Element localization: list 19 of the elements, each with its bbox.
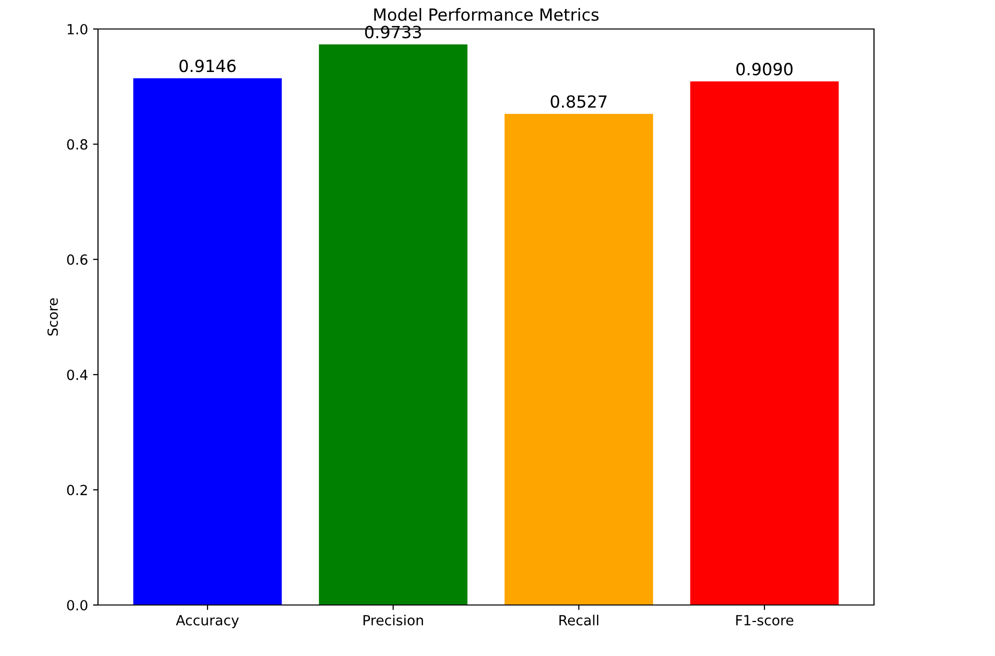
- bar: [318, 44, 468, 605]
- data-label: 0.9146: [179, 60, 236, 72]
- y-tick-label: 0.8: [67, 139, 88, 150]
- y-tick-label: 1.0: [68, 24, 88, 34]
- x-tick-label: Accuracy: [176, 615, 239, 628]
- y-tick-label: 0.0: [67, 600, 88, 610]
- bar: [690, 81, 839, 605]
- y-tick-label: 0.4: [67, 370, 88, 380]
- x-tick-label: Recall: [559, 614, 598, 626]
- bar: [133, 78, 282, 605]
- chart-title: Model Performance Metrics: [374, 8, 599, 21]
- y-axis-title: Score: [47, 298, 58, 336]
- data-label: 0.8527: [550, 95, 607, 108]
- data-label: 0.9090: [736, 62, 793, 76]
- x-tick-label: F1-score: [736, 615, 794, 626]
- y-tick-label: 0.2: [67, 484, 87, 496]
- y-tick-label: 0.6: [67, 254, 88, 265]
- bar: [504, 114, 654, 605]
- x-tick-label: Precision: [364, 614, 423, 626]
